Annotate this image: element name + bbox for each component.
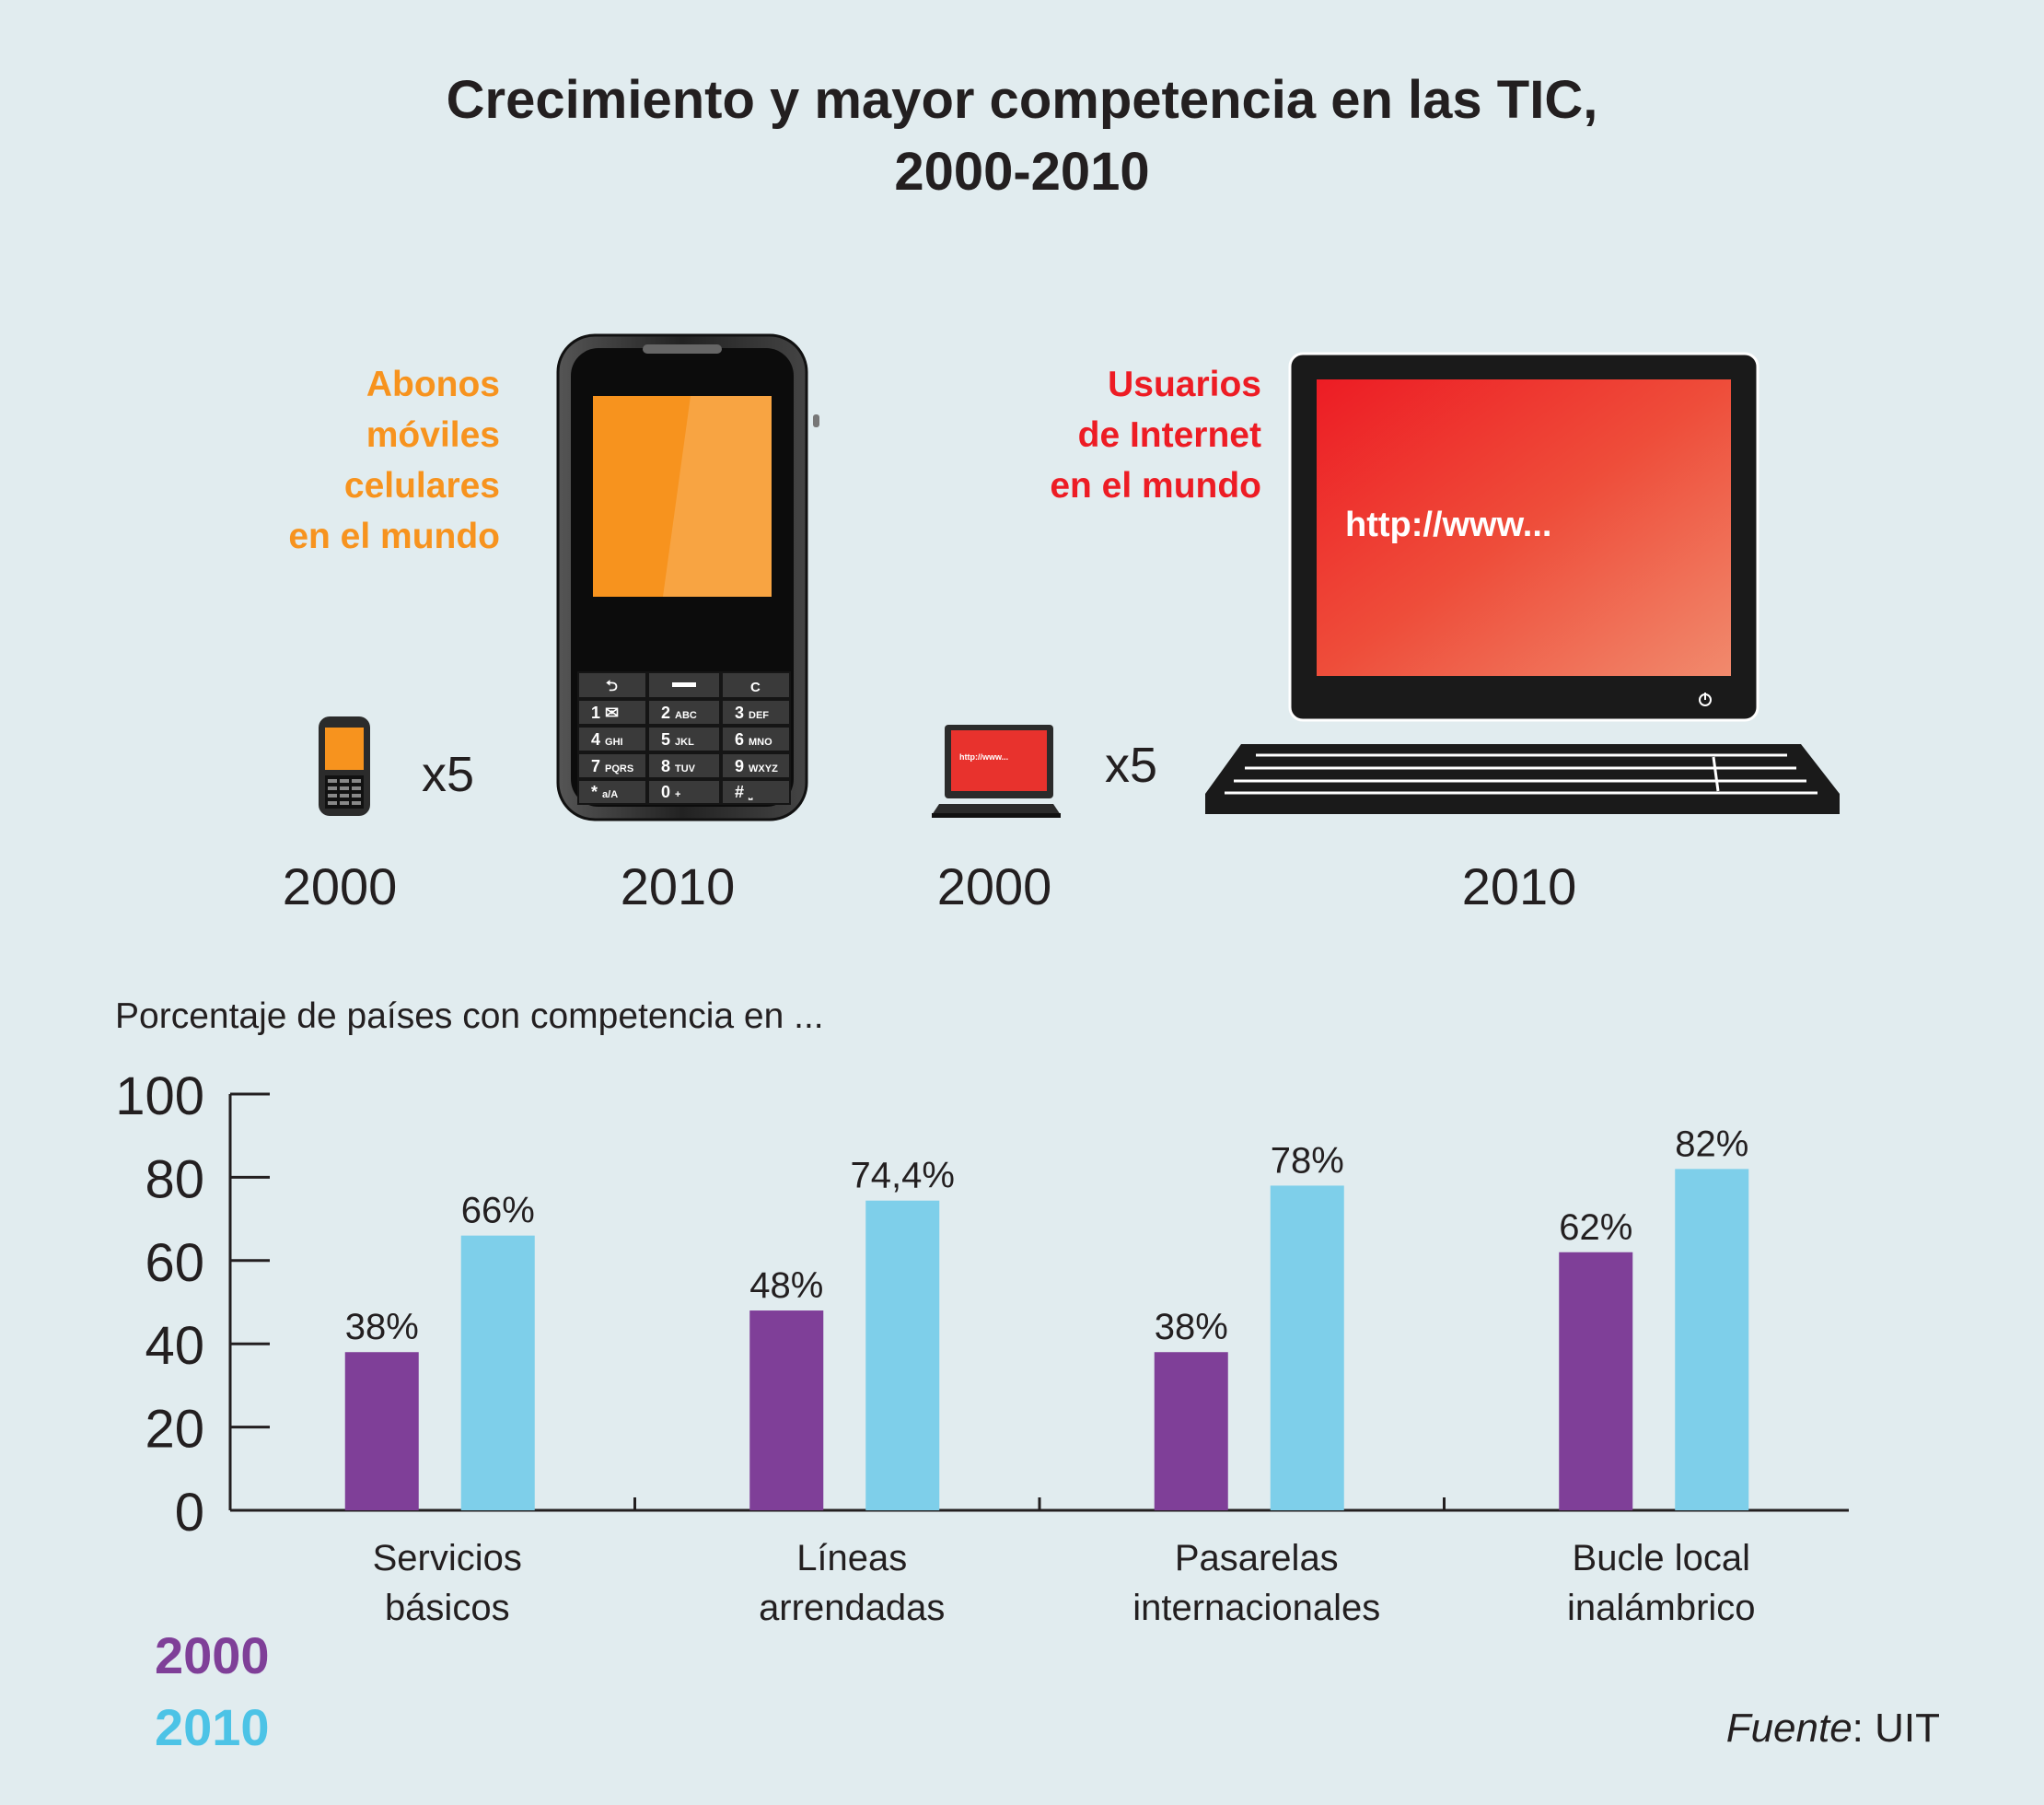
bar-2000-0 [344,1352,419,1510]
mobile-label-line-1: Abonos [366,365,500,404]
source-note: Fuente: UIT [1726,1706,1940,1752]
y-tick-label: 0 [175,1483,204,1543]
small-laptop-url: http://www... [959,752,1008,762]
mobile-multiplier: x5 [422,747,475,802]
data-label-2010-0: 66% [461,1191,535,1231]
category-label-2: internacionales [1132,1588,1380,1628]
internet-year-start: 2000 [936,857,1052,915]
mobile-label-line-3: celulares [343,466,500,506]
bar-2000-1 [749,1310,824,1510]
title-line-2: 2000-2010 [894,142,1150,202]
source-value: : UIT [1852,1706,1940,1751]
internet-multiplier: x5 [1105,738,1158,793]
bar-2010-1 [865,1200,940,1510]
source-label: Fuente [1725,1706,1852,1751]
bar-2010-0 [460,1235,535,1510]
category-label-0: básicos [385,1588,510,1628]
svg-text:C: C [750,680,761,695]
y-tick-label: 40 [145,1316,204,1376]
svg-text:9 WXYZ: 9 WXYZ [735,757,778,775]
data-label-2000-3: 62% [1559,1207,1632,1248]
data-label-2000-2: 38% [1155,1307,1228,1347]
internet-users-label: Usuarios de Internet en el mundo [1050,359,1261,511]
internet-label-line-3: en el mundo [1050,466,1261,506]
category-label-1: arrendadas [759,1588,945,1628]
data-label-2000-1: 48% [749,1265,823,1306]
large-laptop-url: http://www... [1345,506,1551,544]
data-label-2010-2: 78% [1271,1140,1344,1181]
chart-subtitle: Porcentaje de países con competencia en … [115,996,824,1036]
y-tick-label: 100 [115,1066,204,1126]
data-label-2000-0: 38% [345,1307,419,1347]
svg-text:# ⎵: # ⎵ [735,783,753,801]
y-tick-label: 80 [145,1149,204,1209]
category-label-3: inalámbrico [1567,1588,1756,1628]
legend-2000: 2000 [155,1626,270,1684]
category-label-0: Servicios [373,1538,522,1578]
data-label-2010-3: 82% [1675,1124,1748,1164]
internet-year-end: 2010 [1461,857,1577,915]
mobile-year-end: 2010 [620,857,736,915]
mobile-year-start: 2000 [282,857,398,915]
category-label-1: Líneas [796,1538,907,1578]
large-phone-icon: ⮌ C 1 ✉ 2 ABC 3 DEF 4 GHI 5 JKL 6 MNO 7 … [556,333,819,821]
mobile-label-line-2: móviles [366,415,500,455]
mobile-label-line-4: en el mundo [288,517,500,556]
small-laptop-icon: http://www... [932,725,1061,818]
bar-2000-3 [1559,1252,1633,1510]
internet-label-line-2: de Internet [1077,415,1261,455]
y-tick-label: 60 [145,1233,204,1293]
category-label-2: Pasarelas [1175,1538,1339,1578]
chart-title: Crecimiento y mayor competencia en las T… [0,64,2044,208]
bar-2010-2 [1270,1185,1344,1510]
svg-text:1 ✉: 1 ✉ [591,704,619,722]
bar-2000-2 [1154,1352,1228,1510]
title-line-1: Crecimiento y mayor competencia en las T… [446,70,1598,130]
category-label-3: Bucle local [1573,1538,1750,1578]
bar-2010-3 [1675,1169,1749,1510]
data-label-2010-1: 74,4% [851,1156,955,1196]
small-phone-icon [319,716,370,816]
mobile-subscriptions-label: Abonos móviles celulares en el mundo [288,359,500,562]
y-tick-label: 20 [145,1400,204,1460]
svg-text:⮌: ⮌ [606,679,618,694]
large-laptop-icon: http://www... [1205,352,1840,814]
internet-label-line-1: Usuarios [1108,365,1261,404]
legend-2010: 2010 [155,1698,270,1756]
